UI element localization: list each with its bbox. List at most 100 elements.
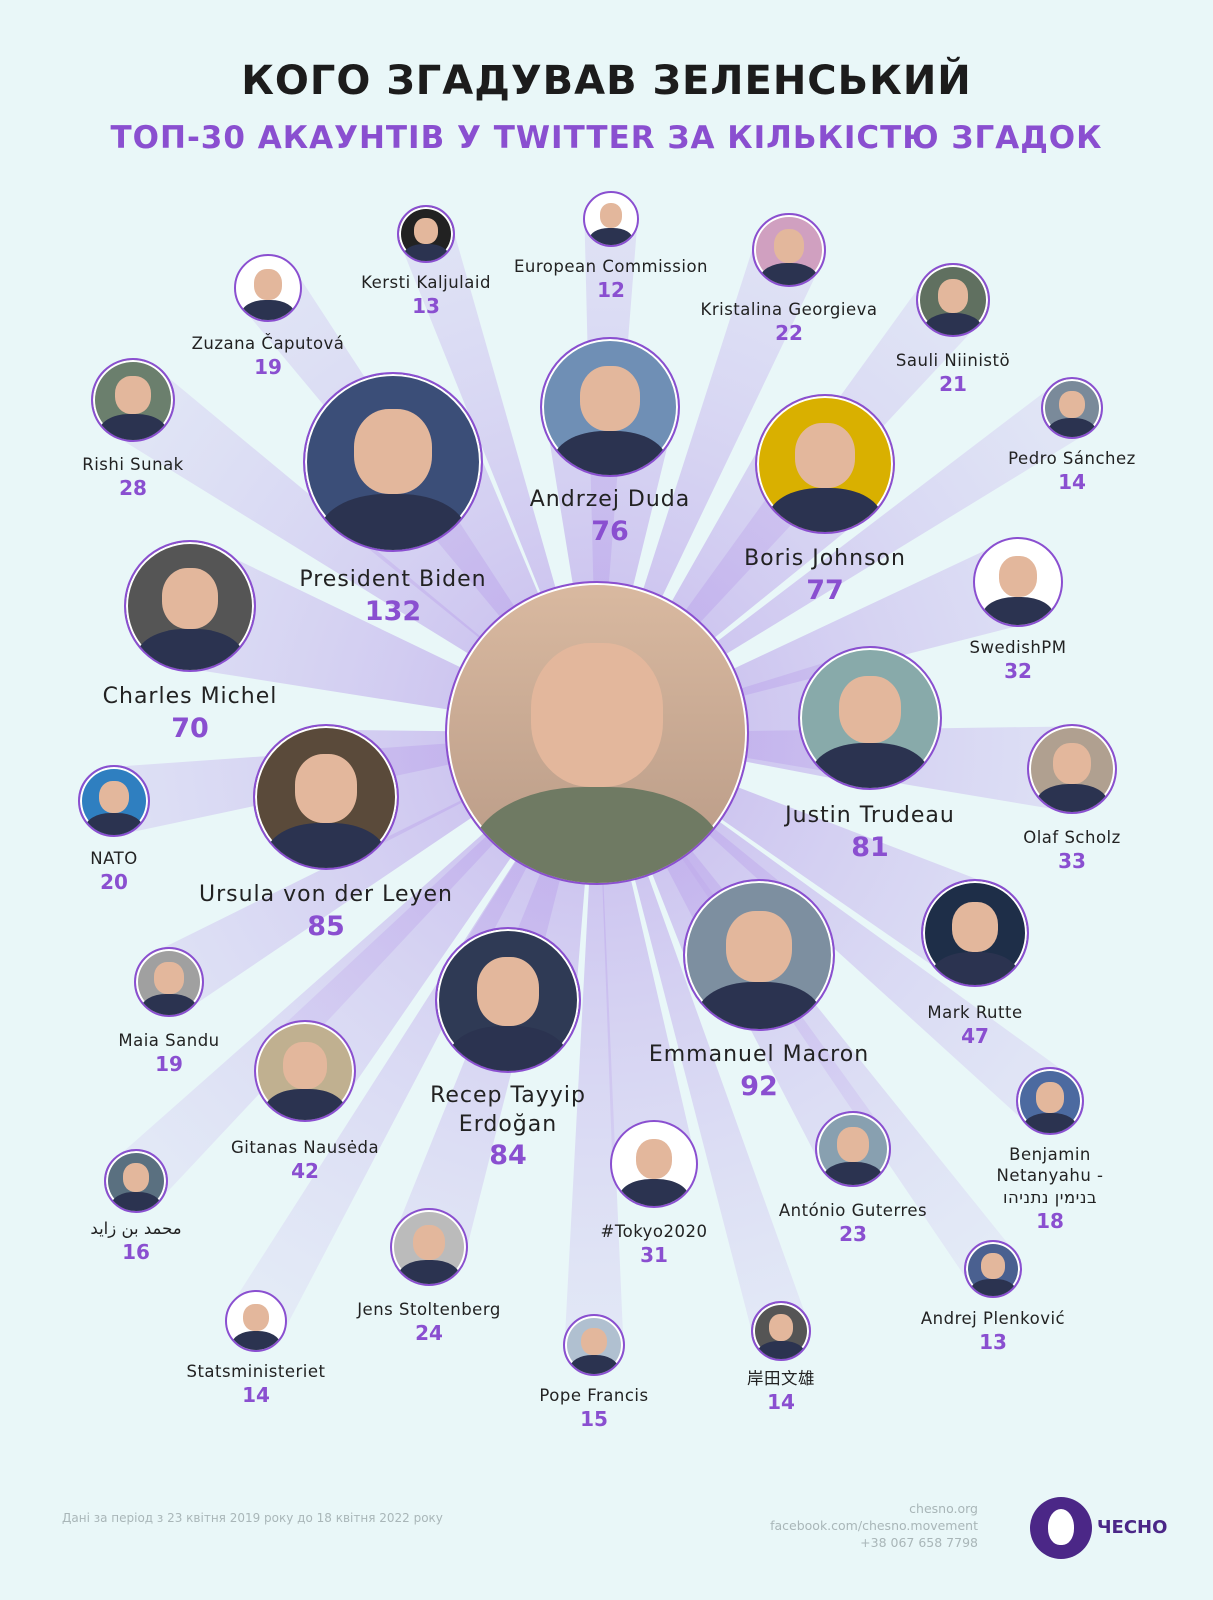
- account-name: President Biden: [299, 567, 487, 592]
- account-name: Jens Stoltenberg: [357, 1300, 501, 1319]
- mention-count: 14: [1058, 470, 1086, 495]
- mention-count: 33: [1058, 849, 1086, 874]
- account-tag: Ursula von der Leyen 85: [199, 881, 453, 943]
- site-link[interactable]: chesno.org: [909, 1501, 978, 1516]
- account-name: António Guterres: [778, 1201, 928, 1220]
- ray: [564, 733, 624, 1346]
- account-name: Zuzana Čaputová: [191, 334, 345, 353]
- mention-count: 12: [597, 278, 625, 303]
- mention-count: 18: [1036, 1209, 1064, 1234]
- mention-count: 28: [119, 476, 147, 501]
- account-name: European Commission: [513, 257, 709, 276]
- account-tag: Recep Tayyip Erdoğan 84: [430, 1082, 586, 1173]
- account-tag: Mark Rutte 47: [927, 1002, 1022, 1048]
- account-tag: Benjamin Netanyahu - בנימין נתניהו 18: [969, 1144, 1132, 1233]
- account-tag: SwedishPM 32: [970, 637, 1067, 683]
- account-tag: European Commission 12: [514, 256, 708, 302]
- mention-count: 20: [100, 870, 128, 895]
- account-tag: Zuzana Čaputová 19: [192, 333, 345, 379]
- account-avatar: [563, 1314, 625, 1376]
- account-avatar: [815, 1111, 891, 1187]
- facebook-link[interactable]: facebook.com/chesno.movement: [770, 1518, 978, 1533]
- account-tag: Pope Francis 15: [539, 1385, 648, 1431]
- mention-count: 81: [851, 831, 889, 863]
- mention-count: 22: [775, 321, 803, 346]
- account-avatar: [124, 540, 256, 672]
- mention-count: 21: [939, 372, 967, 397]
- mention-count: 92: [740, 1070, 778, 1102]
- account-tag: Kersti Kaljulaid 13: [361, 272, 491, 318]
- account-tag: President Biden 132: [299, 566, 486, 628]
- account-avatar: [134, 947, 204, 1017]
- account-avatar: [752, 213, 826, 287]
- account-avatar: [921, 879, 1029, 987]
- data-period-note: Дані за період з 23 квітня 2019 року до …: [62, 1511, 443, 1525]
- account-name: Statsministeriet: [186, 1362, 326, 1381]
- account-avatar: [798, 646, 942, 790]
- account-name: Gitanas Nausėda: [230, 1138, 380, 1157]
- account-avatar: [78, 765, 150, 837]
- account-name: Maia Sandu: [118, 1031, 220, 1050]
- contacts: chesno.org facebook.com/chesno.movement …: [770, 1500, 978, 1551]
- ray: [597, 733, 809, 1340]
- account-avatar: [683, 879, 835, 1031]
- page-title: КОГО ЗГАДУВАВ ЗЕЛЕНСЬКИЙ: [241, 58, 972, 104]
- ray: [543, 404, 677, 733]
- account-avatar: [225, 1290, 287, 1352]
- account-avatar: [303, 372, 483, 552]
- account-avatar: [91, 358, 175, 442]
- account-avatar: [610, 1120, 698, 1208]
- account-name: Sauli Niinistö: [895, 351, 1011, 370]
- account-avatar: [916, 263, 990, 337]
- account-name: Pedro Sánchez: [1008, 449, 1136, 468]
- account-name: Kristalina Georgieva: [700, 300, 878, 319]
- account-name: SwedishPM: [969, 638, 1067, 657]
- mention-count: 13: [979, 1330, 1007, 1355]
- account-name: Kersti Kaljulaid: [361, 273, 491, 292]
- mention-count: 23: [839, 1222, 867, 1247]
- account-tag: Andrzej Duda 76: [530, 486, 691, 548]
- mention-count: 24: [415, 1321, 443, 1346]
- mention-count: 85: [307, 910, 345, 942]
- account-avatar: [435, 927, 581, 1073]
- account-name: Boris Johnson: [744, 546, 906, 571]
- mention-count: 13: [412, 294, 440, 319]
- account-avatar: [755, 394, 895, 534]
- mention-count: 32: [1004, 659, 1032, 684]
- mention-count: 42: [291, 1159, 319, 1184]
- mention-count: 132: [364, 595, 422, 627]
- account-avatar: [234, 254, 302, 322]
- account-name: Pope Francis: [539, 1386, 649, 1405]
- account-name: Ursula von der Leyen: [199, 882, 453, 907]
- mention-count: 76: [591, 515, 629, 547]
- account-name: Benjamin Netanyahu - בנימין נתניהו: [996, 1145, 1104, 1207]
- account-avatar: [973, 537, 1063, 627]
- page-subtitle: ТОП-30 АКАУНТІВ У TWITTER ЗА КІЛЬКІСТЮ З…: [110, 120, 1103, 156]
- chesno-logo-icon: [1030, 1497, 1092, 1559]
- brand-name: ЧЕСНО: [1097, 1517, 1168, 1538]
- account-name: Recep Tayyip Erdoğan: [430, 1083, 586, 1137]
- account-name: Rishi Sunak: [82, 455, 184, 474]
- account-tag: Olaf Scholz 33: [1023, 827, 1121, 873]
- account-tag: محمد بن زايد 16: [90, 1218, 181, 1264]
- ray: [230, 733, 597, 1336]
- account-name: Olaf Scholz: [1023, 828, 1121, 847]
- account-tag: 岸田文雄 14: [747, 1368, 815, 1414]
- mention-count: 70: [171, 712, 209, 744]
- account-tag: Kristalina Georgieva 22: [701, 299, 878, 345]
- mention-count: 15: [580, 1407, 608, 1432]
- mention-count: 47: [961, 1024, 989, 1049]
- account-name: Mark Rutte: [927, 1003, 1023, 1022]
- account-avatar: [1027, 724, 1117, 814]
- account-avatar: [104, 1149, 168, 1213]
- account-tag: Boris Johnson 77: [744, 545, 906, 607]
- account-avatar: [540, 337, 680, 477]
- account-tag: NATO 20: [90, 848, 137, 894]
- account-avatar: [751, 1301, 811, 1361]
- account-tag: Gitanas Nausėda 42: [231, 1137, 379, 1183]
- account-tag: Andrej Plenković 13: [921, 1308, 1065, 1354]
- account-avatar: [397, 205, 455, 263]
- account-tag: #Tokyo2020 31: [600, 1221, 707, 1267]
- mention-count: 84: [489, 1140, 527, 1172]
- account-avatar: [583, 191, 639, 247]
